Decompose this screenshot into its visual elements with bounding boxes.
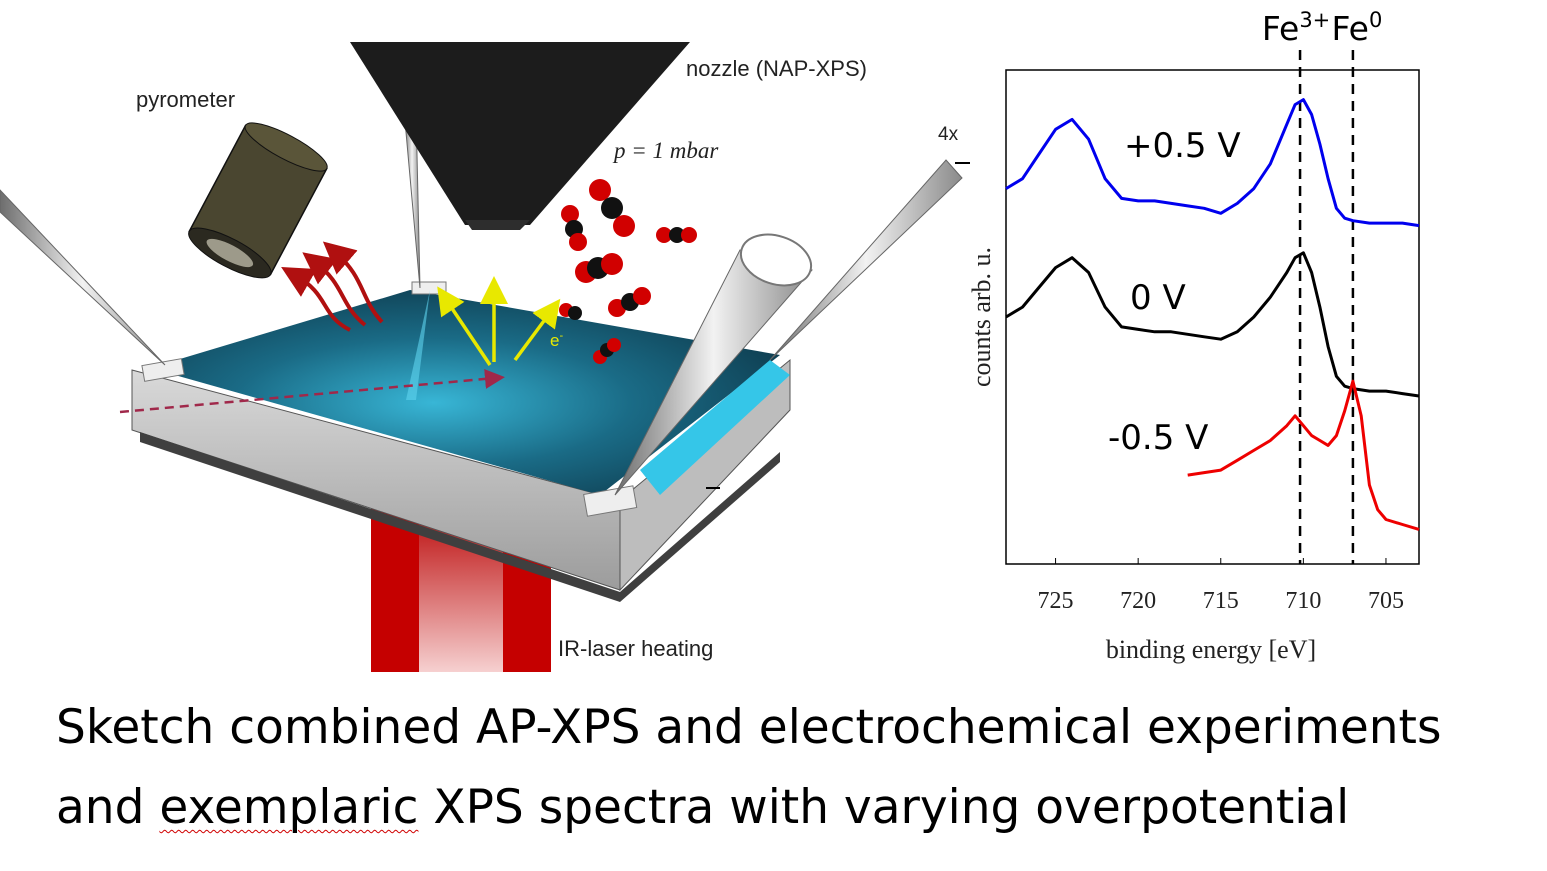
caption-line-1: Sketch combined AP-XPS and electrochemic… (56, 700, 1442, 755)
series-annotation-minus: -0.5 V (1108, 418, 1208, 458)
capillary-cone (614, 233, 813, 496)
right-probe (769, 159, 963, 361)
nap-xps-nozzle (350, 42, 690, 225)
incident-laser-dashed (119, 368, 505, 414)
series-line (1005, 98, 1420, 228)
molecule (561, 205, 587, 251)
laser-label: IR-laser heating (558, 636, 713, 661)
molecule (593, 338, 621, 364)
series-annotation-plus: +0.5 V (1124, 126, 1241, 166)
xray-glow (406, 290, 430, 400)
molecule (559, 303, 582, 320)
sample-surface (150, 290, 780, 495)
x-tick-label: 720 (1120, 588, 1156, 614)
series-line (1005, 251, 1420, 398)
nozzle-label: nozzle (NAP-XPS) (686, 56, 867, 81)
reference-line-label: Fe3+ (1262, 8, 1330, 48)
nozzle-tip (465, 220, 530, 230)
reference-line-label: Fe0 (1331, 8, 1382, 48)
molecule (575, 253, 623, 283)
magnification-label: 4x (938, 124, 959, 145)
contact-pad (141, 358, 185, 382)
caption-suffix: XPS spectra with varying overpotential (418, 780, 1350, 835)
reference-lines: Fe3+ Fe0 (1262, 8, 1382, 564)
x-tick-label: 705 (1368, 588, 1404, 614)
molecule (589, 179, 635, 237)
x-tick-label: 715 (1203, 588, 1239, 614)
spellcheck-flagged-word[interactable]: exemplaric (159, 780, 419, 835)
left-probe (0, 189, 166, 366)
pressure-label: p = 1 mbar (612, 138, 719, 163)
y-axis-label: counts arb. u. (967, 247, 996, 387)
contact-pad (411, 281, 447, 295)
caption-prefix: and (56, 780, 160, 835)
electron-emission-arrows (437, 276, 561, 366)
molecule (656, 227, 697, 243)
series-group (1005, 98, 1420, 531)
molecule (608, 287, 651, 317)
experiment-sketch: nozzle (NAP-XPS) pyrometer p = 1 mbar e-… (0, 42, 970, 672)
heat-radiation-arrows (281, 241, 384, 332)
series-line (1187, 379, 1420, 531)
sample-holder (131, 358, 791, 602)
xps-chart: Fe3+ Fe0 725 720 715 710 705 binding energy [… (967, 8, 1420, 664)
pyrometer (188, 122, 328, 279)
series-annotation-zero: 0 V (1130, 278, 1186, 318)
caption-line-2: and exemplaric XPS spectra with varying … (56, 780, 1349, 835)
x-axis-label: binding energy [eV] (1106, 635, 1316, 664)
x-tick-label: 725 (1038, 588, 1074, 614)
contact-pad (583, 485, 638, 517)
electrolyte-strip (640, 360, 790, 495)
electron-label: e- (550, 330, 563, 350)
gas-molecules (559, 179, 697, 364)
x-tick-label: 710 (1285, 588, 1321, 614)
pyrometer-label: pyrometer (136, 87, 235, 112)
x-ticks: 725 720 715 710 705 (1038, 558, 1404, 614)
